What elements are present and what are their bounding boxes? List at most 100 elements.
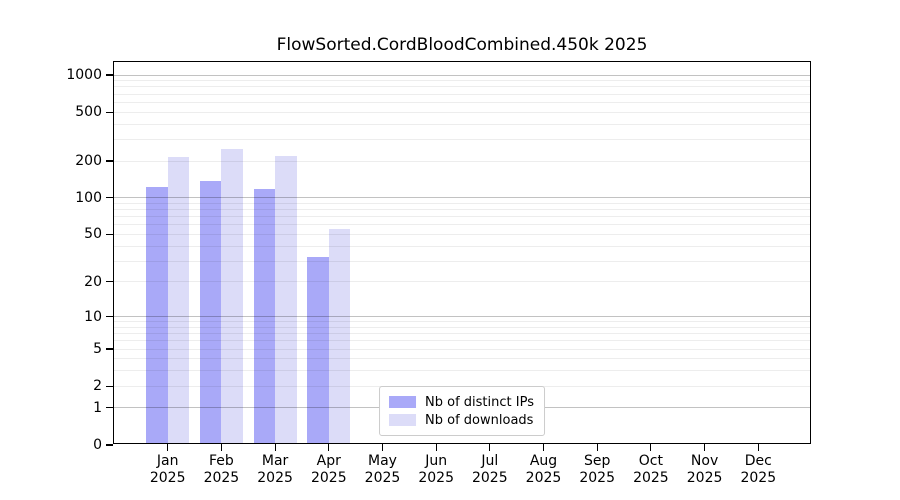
gridline-major-10 [114,316,810,318]
gridline-minor-200 [114,160,810,162]
y-tick-label-500: 500 [75,104,102,121]
gridline-minor-60 [114,224,810,226]
x-tick-label-year: 2025 [257,470,293,486]
x-tick-mark-jun [435,443,437,451]
x-tick-label-year: 2025 [471,470,508,486]
x-tick-label-aug: Aug 2025 [512,453,576,487]
x-tick-label-month: Apr [316,453,341,469]
y-tick-label-200: 200 [75,153,102,169]
x-tick-label-mar: Mar 2025 [243,453,307,487]
x-tick-label-month: Feb [208,453,234,469]
gridline-minor-3 [114,370,810,372]
bar-jan-distinct-ips [146,187,168,443]
x-tick-label-feb: Feb 2025 [189,453,253,487]
x-tick-label-dec: Dec 2025 [726,453,790,487]
x-tick-mark-apr [328,443,330,451]
x-tick-label-year: 2025 [579,470,615,486]
gridline-minor-30 [114,260,810,262]
x-tick-mark-dec [757,443,759,451]
y-tick-label-50: 50 [84,226,102,243]
y-tick-mark-0 [105,444,113,446]
gridline-minor-40 [114,245,810,247]
gridline-minor-50 [114,233,810,235]
x-tick-label-month: Jul [481,453,499,469]
x-tick-label-sep: Sep 2025 [565,453,629,487]
gridline-major-100 [114,197,810,199]
bar-apr-distinct-ips [307,256,329,443]
bar-mar-distinct-ips [253,189,276,443]
y-tick-label-100: 100 [75,189,102,206]
gridline-minor-80 [114,209,810,211]
x-tick-label-year: 2025 [149,470,186,486]
legend-entry-downloads: Nb of downloads [389,411,534,429]
gridline-minor-4 [114,358,810,360]
x-tick-label-month: Sep [583,453,611,469]
y-tick-label-1000: 1000 [66,67,102,83]
x-tick-label-year: 2025 [740,470,777,486]
bar-feb-distinct-ips [199,180,222,443]
bars-layer [114,62,810,443]
gridline-minor-800 [114,86,810,88]
gridline-minor-8 [114,326,810,328]
x-tick-label-month: Oct [638,453,663,469]
y-tick-mark-1 [105,407,113,409]
y-tick-mark-2 [105,385,113,387]
y-tick-label-10: 10 [84,308,102,325]
x-tick-label-month: Jun [425,453,448,469]
legend-swatch-distinct-ips [389,396,417,408]
x-axis-ticks: Jan 2025 Feb 2025 Mar 2025 Apr 2025 May 2025 Jun 20… [114,62,810,486]
x-tick-label-year: 2025 [203,470,240,486]
gridline-minor-5 [114,348,810,350]
x-tick-label-jul: Jul 2025 [458,453,522,487]
gridline-minor-20 [114,281,810,283]
y-axis-ticks: 0 1 2 5 10 20 50 100 200 500 1000 [66,62,810,453]
bar-feb-downloads [221,149,243,443]
y-tick-label-0: 0 [93,437,102,453]
legend: Nb of distinct IPs Nb of downloads [379,386,545,436]
x-tick-label-year: 2025 [525,470,562,486]
y-tick-label-5: 5 [93,341,102,357]
x-tick-mark-jul [489,443,491,451]
gridline-minor-9 [114,321,810,323]
bar-mar-downloads [275,156,297,443]
y-tick-mark-50 [105,233,113,235]
x-tick-label-year: 2025 [364,470,401,486]
x-tick-label-year: 2025 [310,470,347,486]
legend-swatch-downloads [389,414,417,426]
legend-label-downloads: Nb of downloads [425,412,534,428]
gridline-minor-600 [114,101,810,103]
gridline-major-1000 [114,74,810,76]
x-tick-label-month: Dec [744,453,772,469]
legend-label-distinct-ips: Nb of distinct IPs [425,394,534,410]
gridline-minor-70 [114,216,810,218]
y-tick-mark-1000 [105,74,113,76]
y-tick-mark-200 [105,160,113,162]
x-tick-mark-may [381,443,384,451]
gridline-minor-500 [114,111,810,113]
x-tick-mark-jan [167,443,169,451]
y-tick-label-1: 1 [93,399,102,416]
gridline-minor-90 [114,202,810,204]
y-tick-label-20: 20 [84,273,102,290]
y-tick-label-2: 2 [93,378,102,395]
plot-area: 0 1 2 5 10 20 50 100 200 500 1000 Jan 2025 Feb 2025 Ma… [66,61,811,486]
chart-title: FlowSorted.CordBloodCombined.450k 2025 [276,35,648,55]
x-tick-label-year: 2025 [633,470,669,486]
y-tick-mark-5 [105,348,113,350]
x-tick-mark-nov [704,443,706,451]
gridline-minor-7 [114,333,810,335]
x-tick-label-jan: Jan 2025 [136,453,200,487]
x-tick-label-oct: Oct 2025 [619,453,683,487]
x-tick-label-jun: Jun 2025 [404,453,468,487]
x-tick-label-apr: Apr 2025 [297,453,361,487]
x-tick-label-month: May [368,453,397,469]
bar-jan-downloads [167,157,190,443]
x-tick-label-month: Aug [529,453,558,469]
x-tick-mark-sep [596,443,598,451]
gridline-minor-900 [114,80,810,82]
y-tick-mark-10 [105,316,113,318]
gridline-minor-400 [114,123,810,125]
y-tick-mark-20 [105,281,113,283]
x-tick-label-year: 2025 [686,470,723,486]
